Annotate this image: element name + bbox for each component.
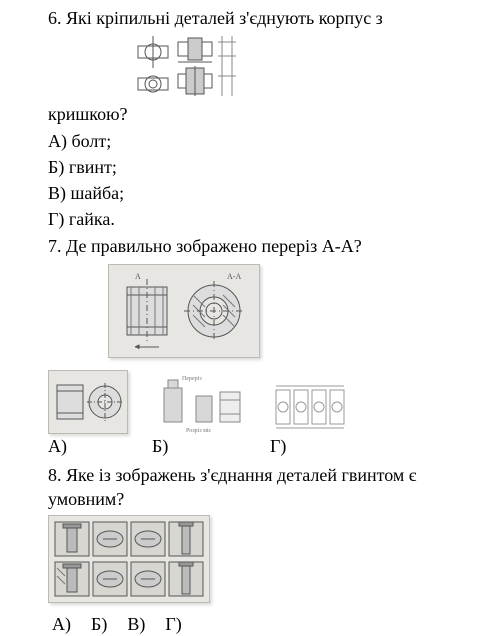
q7-opt-a-figure — [48, 370, 128, 434]
q7-opt-b-label: Б) — [152, 434, 270, 458]
q8-number: 8. — [48, 465, 62, 485]
q6-text-before: Які кріпильні деталей з'єднують корпус з — [66, 8, 383, 28]
q8-opt-c: В) — [127, 612, 145, 636]
q7-line: 7. Де правильно зображено переріз А-А? — [48, 234, 476, 258]
q6-opt-a: А) болт; — [48, 129, 476, 153]
q8-figure — [48, 515, 210, 603]
svg-text:А-А: А-А — [227, 272, 241, 281]
q8-opt-a: А) — [52, 612, 71, 636]
q7-opt-d-figure — [272, 374, 348, 434]
q6-text-after: кришкою? — [48, 102, 476, 126]
q7-options-labels: А)Б)Г) — [48, 434, 372, 458]
q7-text: Де правильно зображено переріз А-А? — [66, 236, 362, 256]
q7-opt-a-label: А) — [48, 434, 152, 458]
q8-opt-d: Г) — [165, 612, 181, 636]
svg-text:Переріз: Переріз — [182, 376, 202, 382]
q8-figure-row — [48, 515, 476, 609]
q7-opt-d-label: Г) — [270, 434, 372, 458]
q6-opt-c: В) шайба; — [48, 181, 476, 205]
q7-number: 7. — [48, 236, 62, 256]
q8-opt-b: Б) — [91, 612, 107, 636]
q8-text: Яке із зображень з'єднання деталей гвинт… — [48, 465, 417, 509]
q6-line1: 6. Які кріпильні деталей з'єднують корпу… — [48, 6, 476, 30]
q7-options-images: ПерерізРозріз міс — [48, 370, 348, 434]
q6-img-row — [48, 32, 476, 100]
q7-options-row: ПерерізРозріз місА)Б)Г) — [48, 370, 476, 458]
q6-number: 6. — [48, 8, 62, 28]
q6-opt-b: Б) гвинт; — [48, 155, 476, 179]
q7-top-figure: А А-А — [108, 264, 260, 358]
q8-options-row: А) Б) В) Г) — [48, 612, 476, 636]
q8-line: 8. Яке із зображень з'єднання деталей гв… — [48, 463, 476, 512]
q7-opt-b-figure: ПерерізРозріз міс — [154, 370, 246, 434]
svg-text:А: А — [135, 272, 141, 281]
q6-figure — [132, 32, 260, 100]
q7-top-figure-row: А А-А — [48, 264, 476, 364]
q6-opt-d: Г) гайка. — [48, 207, 476, 231]
